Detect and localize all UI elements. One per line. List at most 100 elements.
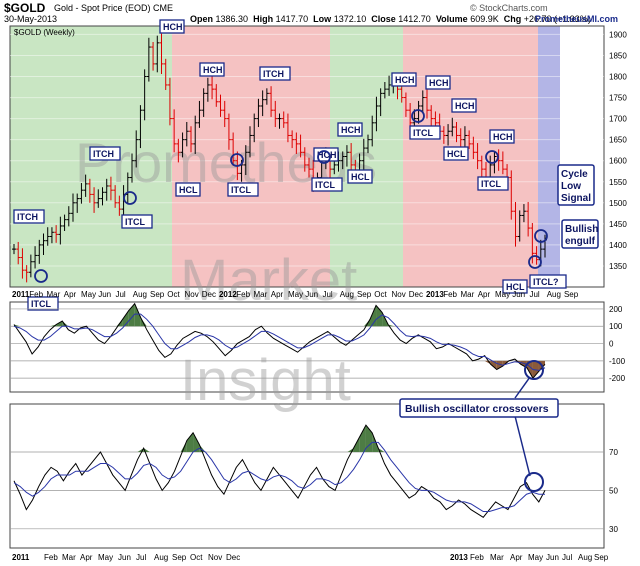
low-label: Low (313, 14, 332, 24)
x-tick-label: Oct (374, 290, 387, 299)
osc-callout-text: Bullish oscillator crossovers (405, 403, 549, 415)
panel-label: $GOLD (Weekly) (14, 28, 75, 37)
price-tick-label: 1600 (609, 157, 627, 166)
osc1-tick-label: -200 (609, 374, 626, 383)
callout-text: Cycle (561, 169, 588, 180)
cycle-circle (528, 255, 542, 269)
cycle-circle (534, 229, 548, 243)
panel-frame-1 (9, 25, 605, 288)
x-tick-label: Nov (184, 290, 198, 299)
osc1-tick-label: 100 (609, 322, 623, 331)
osc1-signal-line (13, 313, 546, 371)
annotation-label: HCH (163, 22, 183, 32)
osc2-fill-pos (193, 432, 200, 452)
x-tick-label: Feb (443, 290, 457, 299)
annotation-box (489, 129, 515, 144)
x-tick-label: 2012 (219, 290, 237, 299)
zone-green-2 (330, 26, 403, 287)
annotation-box (199, 62, 225, 77)
price-tick-label: 1400 (609, 241, 627, 250)
annotation-box (121, 214, 153, 229)
x-tick-label: Jun (305, 290, 318, 299)
osc2-tick-label: 70 (609, 448, 618, 457)
x-tick-label: Jun (98, 290, 111, 299)
price-tick-label: 1650 (609, 136, 627, 145)
crossover-circle-1 (524, 360, 544, 380)
volume-label: Volume (435, 14, 468, 24)
osc1-fill-neg (496, 360, 503, 370)
crossover-circle-2 (524, 472, 544, 492)
x-tick-label: May (495, 290, 510, 299)
x-tick-label: Aug (547, 290, 561, 299)
bottom-x-label: Mar (490, 553, 504, 562)
description: Gold - Spot Price (EOD) CME (54, 3, 174, 13)
x-tick-label: Apr (271, 290, 284, 299)
annotation-label: ITCL (315, 180, 335, 190)
site-label: PrometheusMI.com (535, 14, 619, 24)
annotation-box (477, 176, 509, 191)
x-tick-label: Mar (253, 290, 267, 299)
price-tick-label: 1450 (609, 220, 627, 229)
osc1-fill-pos (134, 303, 141, 327)
annotation-box (529, 274, 567, 289)
bottom-x-label: Feb (470, 553, 484, 562)
annotation-box (259, 66, 291, 81)
annotation-box (337, 122, 363, 137)
annotation-label: ITCL? (533, 277, 559, 287)
bottom-x-label: Feb (44, 553, 58, 562)
x-tick-label: Sep (150, 290, 165, 299)
bottom-x-label: Aug (578, 553, 592, 562)
annotation-label: HCH (203, 65, 223, 75)
callout-text: Bullish (565, 224, 598, 235)
bottom-x-label: Sep (594, 553, 609, 562)
annotation-label: HCH (429, 78, 449, 88)
annotation-label: ITCH (263, 69, 284, 79)
x-tick-label: 2013 (426, 290, 444, 299)
annotation-label: HCL (179, 185, 198, 195)
annotation-box (409, 125, 441, 140)
annotation-box (159, 19, 185, 34)
bottom-x-label: Apr (510, 553, 523, 562)
callout-text: Low (561, 181, 581, 192)
cycle-circle (123, 191, 137, 205)
bottom-x-label: Mar (62, 553, 76, 562)
annotation-label: ITCL (125, 217, 145, 227)
annotation-label: ITCL (413, 128, 433, 138)
annotation-box (451, 98, 477, 113)
cycle-circle (34, 269, 48, 283)
zone-red-2 (403, 26, 538, 287)
price-tick-label: 1900 (609, 30, 627, 39)
annotation-box (13, 209, 45, 224)
annotation-box (391, 72, 417, 87)
x-tick-label: May (288, 290, 303, 299)
annotation-box (227, 182, 259, 197)
open-label: Open (190, 14, 214, 24)
annotation-label: ITCL (231, 185, 251, 195)
x-tick-label: Sep (357, 290, 372, 299)
x-tick-label: Dec (202, 290, 216, 299)
price-tick-label: 1350 (609, 262, 627, 271)
chg-label: Chg (503, 14, 522, 24)
price-tick-label: 1850 (609, 51, 627, 60)
annotation-label: HCH (395, 75, 415, 85)
x-tick-label: Oct (167, 290, 180, 299)
price-tick-label: 1800 (609, 73, 627, 82)
price-tick-label: 1700 (609, 115, 627, 124)
x-tick-label: Feb (236, 290, 250, 299)
close-value: 1412.70 (398, 14, 431, 24)
chg-value: +26.70 (+1.93%) (523, 14, 591, 24)
callout-box (557, 164, 595, 206)
cycle-circle (411, 109, 425, 123)
open-value: 1386.30 (215, 14, 249, 24)
annotation-label: HCH (493, 132, 513, 142)
symbol: $GOLD (4, 1, 46, 15)
x-tick-label: Mar (46, 290, 60, 299)
cycle-circle (485, 150, 499, 164)
osc1-tick-label: -100 (609, 357, 626, 366)
callout-text: Signal (561, 193, 591, 204)
osc2-fill-pos (359, 425, 366, 452)
osc1-line (13, 302, 546, 380)
x-tick-label: Jul (322, 290, 332, 299)
bottom-x-label: May (98, 553, 113, 562)
